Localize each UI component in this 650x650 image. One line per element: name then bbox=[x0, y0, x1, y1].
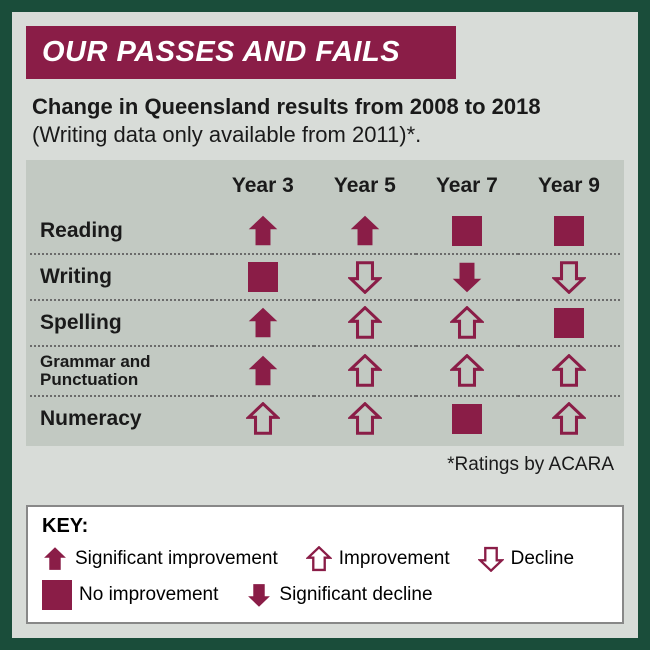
significant-improvement-icon bbox=[348, 214, 382, 248]
significant-improvement-icon bbox=[246, 354, 280, 388]
improvement-icon bbox=[552, 402, 586, 436]
key-title: KEY: bbox=[42, 515, 608, 538]
table-row: Reading bbox=[30, 208, 620, 254]
no-improvement-icon bbox=[248, 262, 278, 292]
no-improvement-icon bbox=[554, 308, 584, 338]
decline-icon bbox=[478, 546, 504, 572]
improvement-icon bbox=[552, 354, 586, 388]
col-header: Year 9 bbox=[518, 166, 620, 208]
result-cell bbox=[416, 208, 518, 254]
improvement-icon bbox=[348, 306, 382, 340]
result-cell bbox=[212, 208, 314, 254]
col-header: Year 5 bbox=[314, 166, 416, 208]
key-item: No improvement bbox=[42, 580, 218, 610]
result-cell bbox=[416, 346, 518, 396]
decline-icon bbox=[348, 260, 382, 294]
row-label: Writing bbox=[30, 254, 212, 300]
result-cell bbox=[416, 396, 518, 442]
row-label: Grammar andPunctuation bbox=[30, 346, 212, 396]
significant-improvement-icon bbox=[42, 546, 68, 572]
result-cell bbox=[212, 346, 314, 396]
improvement-icon bbox=[246, 402, 280, 436]
result-cell bbox=[212, 396, 314, 442]
result-cell bbox=[314, 300, 416, 346]
no-improvement-icon bbox=[452, 216, 482, 246]
result-cell bbox=[314, 254, 416, 300]
col-header: Year 3 bbox=[212, 166, 314, 208]
result-cell bbox=[518, 208, 620, 254]
row-label: Spelling bbox=[30, 300, 212, 346]
results-table: Year 3 Year 5 Year 7 Year 9 ReadingWriti… bbox=[30, 166, 620, 442]
result-cell bbox=[518, 396, 620, 442]
table-row: Writing bbox=[30, 254, 620, 300]
title-bar: OUR PASSES AND FAILS bbox=[26, 26, 456, 79]
result-cell bbox=[314, 346, 416, 396]
key-item: Decline bbox=[478, 546, 574, 572]
legend-key: KEY: Significant improvement Improvement D… bbox=[26, 505, 624, 624]
table-header-row: Year 3 Year 5 Year 7 Year 9 bbox=[30, 166, 620, 208]
row-label: Reading bbox=[30, 208, 212, 254]
table-row: Numeracy bbox=[30, 396, 620, 442]
significant-improvement-icon bbox=[246, 306, 280, 340]
table-row: Spelling bbox=[30, 300, 620, 346]
result-cell bbox=[518, 254, 620, 300]
significant-decline-icon bbox=[246, 582, 272, 608]
result-cell bbox=[314, 396, 416, 442]
improvement-icon bbox=[450, 306, 484, 340]
row-label: Numeracy bbox=[30, 396, 212, 442]
key-item-label: Decline bbox=[511, 548, 574, 570]
key-item-label: Significant decline bbox=[279, 584, 432, 606]
key-item-label: Improvement bbox=[339, 548, 450, 570]
table-row: Grammar andPunctuation bbox=[30, 346, 620, 396]
subtitle: Change in Queensland results from 2008 t… bbox=[26, 93, 624, 160]
subtitle-note: (Writing data only available from 2011)*… bbox=[32, 122, 421, 147]
improvement-icon bbox=[450, 354, 484, 388]
results-table-wrap: Year 3 Year 5 Year 7 Year 9 ReadingWriti… bbox=[26, 160, 624, 446]
result-cell bbox=[212, 300, 314, 346]
ratings-footnote: *Ratings by ACARA bbox=[26, 446, 624, 486]
infographic-card: OUR PASSES AND FAILS Change in Queenslan… bbox=[12, 12, 638, 638]
key-item: Significant improvement bbox=[42, 546, 278, 572]
result-cell bbox=[518, 346, 620, 396]
no-improvement-icon bbox=[42, 580, 72, 610]
no-improvement-icon bbox=[452, 404, 482, 434]
result-cell bbox=[314, 208, 416, 254]
result-cell bbox=[416, 254, 518, 300]
key-item-label: Significant improvement bbox=[75, 548, 278, 570]
subtitle-bold: Change in Queensland results from 2008 t… bbox=[32, 94, 541, 119]
key-item: Significant decline bbox=[246, 582, 432, 608]
key-rows: Significant improvement Improvement Declin… bbox=[42, 546, 608, 610]
result-cell bbox=[518, 300, 620, 346]
improvement-icon bbox=[306, 546, 332, 572]
key-item-label: No improvement bbox=[79, 584, 218, 606]
result-cell bbox=[212, 254, 314, 300]
no-improvement-icon bbox=[554, 216, 584, 246]
key-item: Improvement bbox=[306, 546, 450, 572]
improvement-icon bbox=[348, 354, 382, 388]
significant-decline-icon bbox=[450, 260, 484, 294]
improvement-icon bbox=[348, 402, 382, 436]
significant-improvement-icon bbox=[246, 214, 280, 248]
decline-icon bbox=[552, 260, 586, 294]
result-cell bbox=[416, 300, 518, 346]
col-header: Year 7 bbox=[416, 166, 518, 208]
